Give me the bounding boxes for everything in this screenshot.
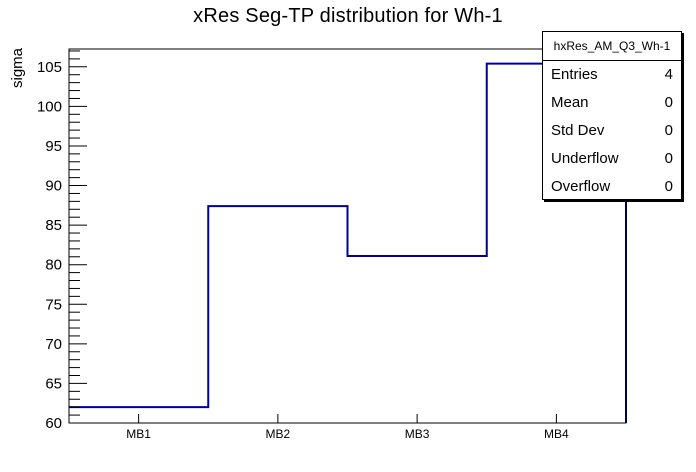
- stats-box-title: hxRes_AM_Q3_Wh-1: [543, 32, 681, 61]
- y-tick-label: 100: [37, 98, 62, 115]
- y-tick-label: 65: [45, 375, 62, 392]
- stats-value: 0: [664, 94, 673, 112]
- stats-value: 0: [664, 177, 673, 195]
- chart-title: xRes Seg-TP distribution for Wh-1: [193, 5, 503, 27]
- stats-row-overflow: Overflow 0: [543, 172, 681, 200]
- plot-frame: [68, 48, 627, 424]
- y-tick-label: 75: [45, 296, 62, 313]
- stats-value: 4: [664, 66, 673, 84]
- stats-label: Std Dev: [551, 121, 605, 139]
- x-tick-label: MB1: [126, 427, 151, 441]
- stats-row-mean: Mean 0: [543, 89, 681, 117]
- stats-label: Overflow: [551, 177, 611, 195]
- x-tick-label: MB4: [544, 427, 569, 441]
- stats-value: 0: [664, 149, 673, 167]
- y-tick-label: 95: [45, 138, 62, 155]
- stats-value: 0: [664, 121, 673, 139]
- y-tick-label: 70: [45, 336, 62, 353]
- y-tick-label: 60: [45, 415, 62, 432]
- stats-label: Entries: [551, 66, 598, 84]
- stats-box: hxRes_AM_Q3_Wh-1 Entries 4 Mean 0 Std De…: [542, 31, 682, 200]
- x-tick-label: MB2: [266, 427, 291, 441]
- stats-row-stddev: Std Dev 0: [543, 117, 681, 145]
- stats-row-entries: Entries 4: [543, 61, 681, 89]
- stats-row-underflow: Underflow 0: [543, 144, 681, 172]
- x-tick-label: MB3: [405, 427, 430, 441]
- y-tick-label: 80: [45, 257, 62, 274]
- y-tick-label: 105: [37, 59, 62, 76]
- stats-label: Mean: [551, 94, 589, 112]
- y-tick-label: 85: [45, 217, 62, 234]
- y-tick-label: 90: [45, 178, 62, 195]
- stats-label: Underflow: [551, 149, 619, 167]
